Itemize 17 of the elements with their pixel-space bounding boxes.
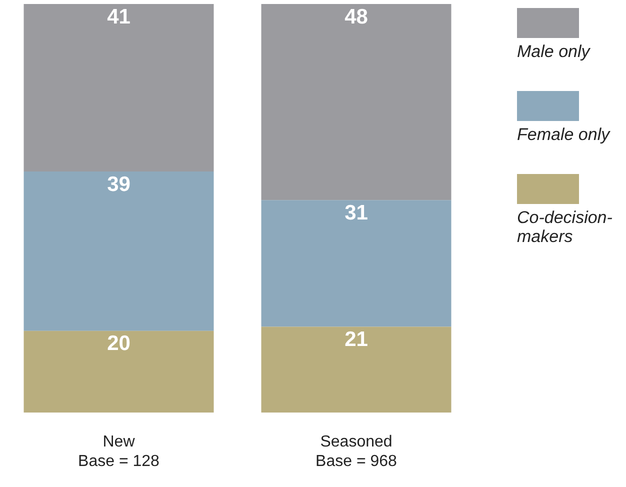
- data-label: 39: [107, 172, 130, 196]
- legend-label: Female only: [517, 125, 612, 144]
- bar: [24, 330, 214, 413]
- data-label: 31: [344, 201, 368, 224]
- data-label: 41: [107, 5, 131, 28]
- bar: [261, 4, 452, 200]
- bar: [24, 172, 214, 331]
- data-label: 20: [107, 332, 130, 356]
- bar: [261, 326, 452, 413]
- legend-label: Male only: [517, 42, 592, 61]
- data-label: 48: [344, 5, 368, 28]
- x-tick-label: New Base = 128: [78, 434, 160, 470]
- bar: [24, 4, 214, 172]
- bar: [261, 200, 452, 327]
- legend-label: Co-decision-makers: [517, 208, 614, 246]
- data-label: 21: [344, 328, 368, 352]
- x-tick-label: Seasoned Base = 968: [316, 434, 398, 470]
